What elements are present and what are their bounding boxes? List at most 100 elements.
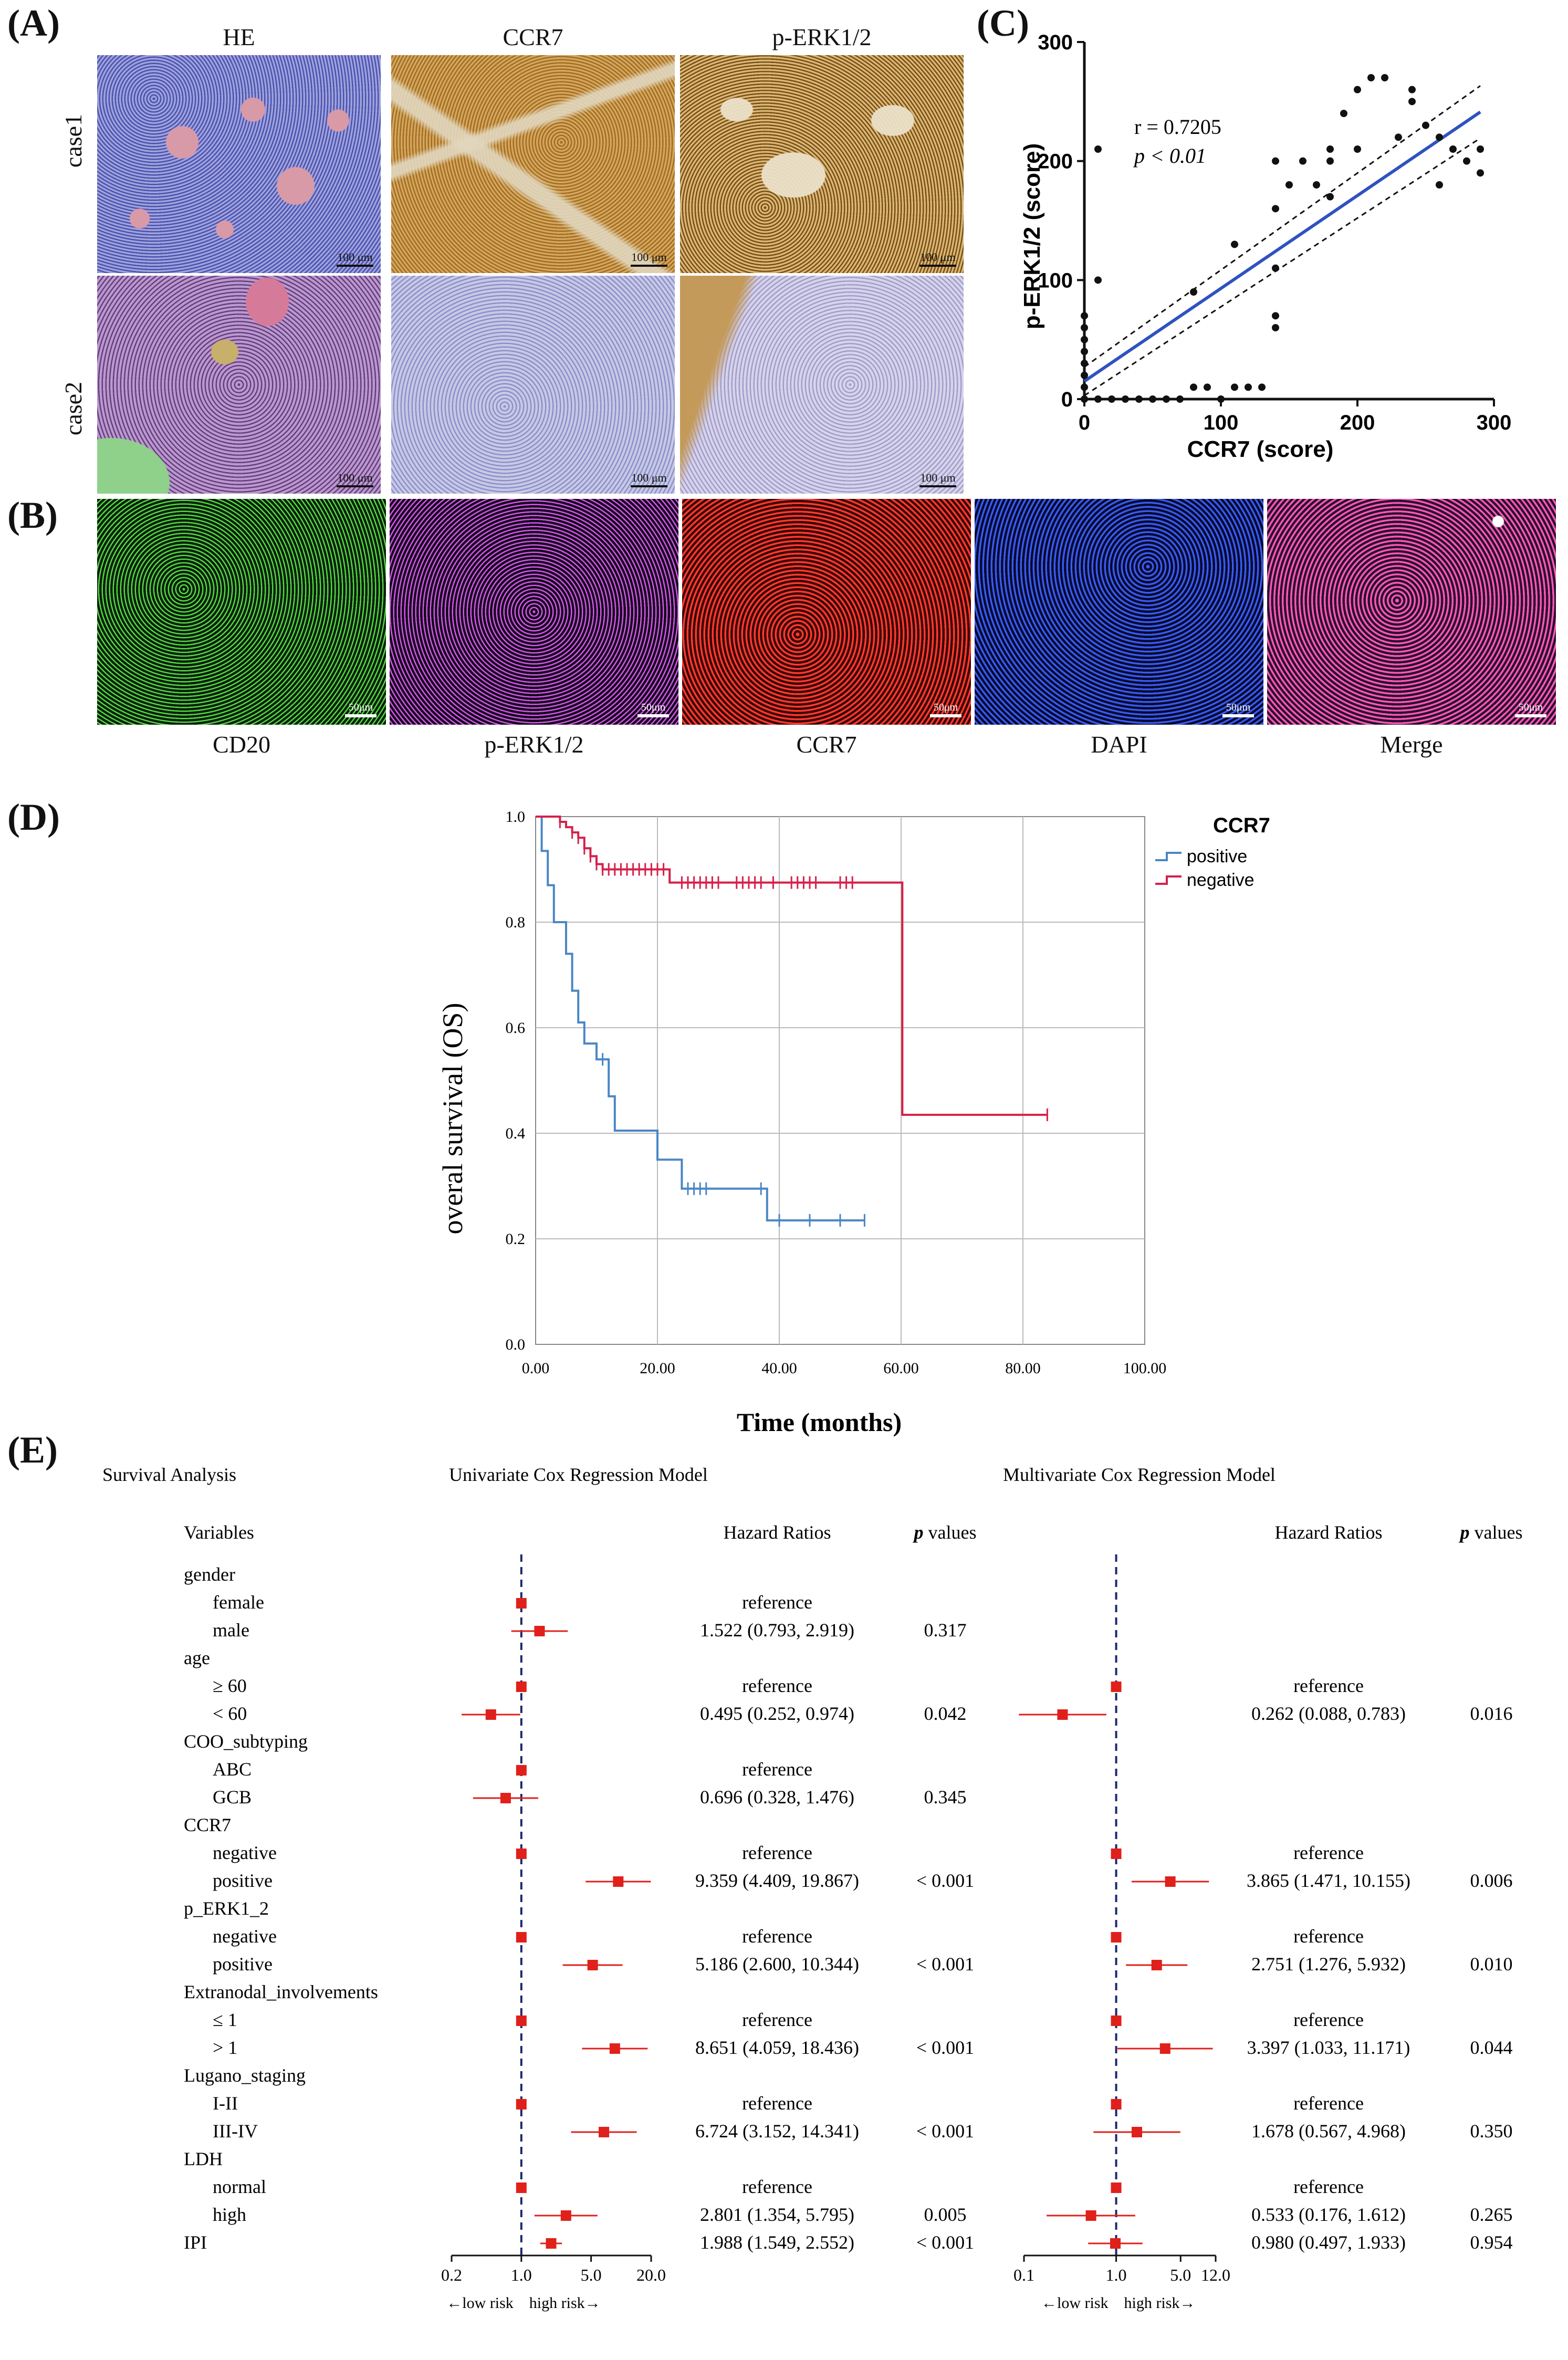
hr-value: reference [1293, 2176, 1364, 2197]
data-point [1477, 169, 1484, 177]
hr-value: 1.522 (0.793, 2.919) [700, 1620, 854, 1641]
data-point [1449, 145, 1457, 153]
row-label: > 1 [213, 2037, 237, 2058]
hr-value: reference [742, 1592, 812, 1613]
hr-marker [1111, 1849, 1122, 1859]
panel-b-label: (B) [7, 494, 58, 536]
fluorescence-image-merge: 50μm [1267, 499, 1556, 725]
hr-marker [516, 1598, 527, 1609]
legend-title: CCR7 [1213, 814, 1270, 837]
data-point [1326, 193, 1334, 201]
data-point [1094, 145, 1102, 153]
hr-value: reference [742, 1759, 812, 1780]
ihc-image-case1-ccr7: 100 μm [391, 55, 675, 273]
hr-marker [1111, 2016, 1122, 2026]
p-value: < 0.001 [916, 2037, 974, 2058]
x-tick-label: 200 [1340, 411, 1375, 434]
row-label: gender [184, 1564, 235, 1585]
hr-header: Hazard Ratios [724, 1522, 831, 1543]
hr-marker [516, 2183, 527, 2193]
data-point [1285, 181, 1293, 189]
x-tick-label: 300 [1477, 411, 1512, 434]
hr-marker [613, 1876, 624, 1887]
data-point [1081, 371, 1088, 379]
row-label-case1: case1 [60, 113, 87, 168]
row-label: III-IV [213, 2121, 258, 2142]
hr-header: Hazard Ratios [1275, 1522, 1383, 1543]
hr-marker [485, 1709, 496, 1720]
data-point [1081, 395, 1088, 403]
data-point [1354, 145, 1361, 153]
y-tick-label: 200 [1038, 150, 1073, 173]
data-point [1272, 264, 1279, 272]
data-point [1081, 312, 1088, 320]
data-point [1340, 110, 1347, 117]
p-value: < 0.001 [916, 1954, 974, 1975]
fluorescence-image-dapi: 50μm [975, 499, 1263, 725]
row-label: CCR7 [184, 1814, 231, 1835]
scale-bar: 50μm [1222, 702, 1254, 717]
data-point [1367, 74, 1375, 81]
hr-value: reference [1293, 1926, 1364, 1947]
channel-label-cd20: CD20 [213, 731, 270, 758]
row-label: age [184, 1647, 210, 1668]
x-tick-label: 0.00 [522, 1360, 550, 1377]
row-label: I-II [213, 2093, 238, 2114]
data-point [1326, 157, 1334, 165]
row-label: ≤ 1 [213, 2009, 237, 2030]
data-point [1381, 74, 1388, 81]
km-curve-negative [536, 816, 1048, 1116]
variables-header: Variables [184, 1522, 254, 1543]
data-point [1190, 383, 1197, 391]
hr-marker [1111, 2099, 1122, 2110]
data-point [1108, 395, 1115, 403]
x-axis-label: Time (months) [737, 1407, 902, 1437]
hr-value: 8.651 (4.059, 18.436) [695, 2037, 859, 2058]
row-label: positive [213, 1954, 273, 1975]
hr-value: reference [742, 2176, 812, 2197]
hr-marker [516, 1682, 527, 1692]
ihc-image-case1-perk: 100 μm [680, 55, 964, 273]
data-point [1231, 383, 1238, 391]
p-value: 0.016 [1470, 1703, 1513, 1724]
y-tick-label: 0.4 [506, 1125, 526, 1142]
row-label: < 60 [213, 1703, 247, 1724]
hr-value: reference [1293, 2093, 1364, 2114]
ihc-image-case2-perk: 100 μm [680, 276, 964, 494]
hr-value: 9.359 (4.409, 19.867) [695, 1870, 859, 1891]
hr-value: 3.865 (1.471, 10.155) [1247, 1870, 1410, 1891]
data-point [1135, 395, 1143, 403]
data-point [1231, 241, 1238, 248]
x-tick-label: 100 [1204, 411, 1239, 434]
forest-tick-label: 12.0 [1201, 2265, 1230, 2284]
hr-marker [1111, 1682, 1122, 1692]
hr-value: 0.696 (0.328, 1.476) [700, 1787, 854, 1808]
data-point [1204, 383, 1211, 391]
scale-bar: 100 μm [337, 472, 373, 487]
forest-plot: Survival Analysis Variables Univariate Cox… [102, 1464, 1522, 2312]
row-label: positive [213, 1870, 273, 1891]
scatter-chart: 0 100 200 300 0 100 200 300 r = 0.7205 p < 0.01… [1019, 32, 1512, 462]
data-point [1326, 145, 1334, 153]
data-point [1245, 383, 1252, 391]
forest-tick-label: 1.0 [1106, 2265, 1127, 2284]
fluorescence-image-ccr7: 50μm [682, 499, 971, 725]
data-point [1313, 181, 1320, 189]
hr-marker [609, 2043, 620, 2054]
row-label: IPI [184, 2232, 207, 2253]
y-tick-label: 0.8 [506, 914, 526, 931]
model-title-1: Multivariate Cox Regression Model [1003, 1464, 1276, 1485]
table-title: Survival Analysis [102, 1464, 236, 1485]
panel-d-label: (D) [7, 796, 60, 838]
channel-label-merge: Merge [1380, 731, 1443, 758]
km-curve-positive [536, 816, 865, 1221]
data-point [1176, 395, 1184, 403]
annotation-r: r = 0.7205 [1134, 115, 1221, 139]
row-label: ≥ 60 [213, 1675, 247, 1696]
hr-value: reference [742, 1926, 812, 1947]
legend-label-positive: positive [1187, 847, 1247, 866]
hr-marker [560, 2210, 571, 2221]
row-label-case2: case2 [60, 381, 87, 436]
row-label: negative [213, 1926, 277, 1947]
row-label: normal [213, 2176, 266, 2197]
